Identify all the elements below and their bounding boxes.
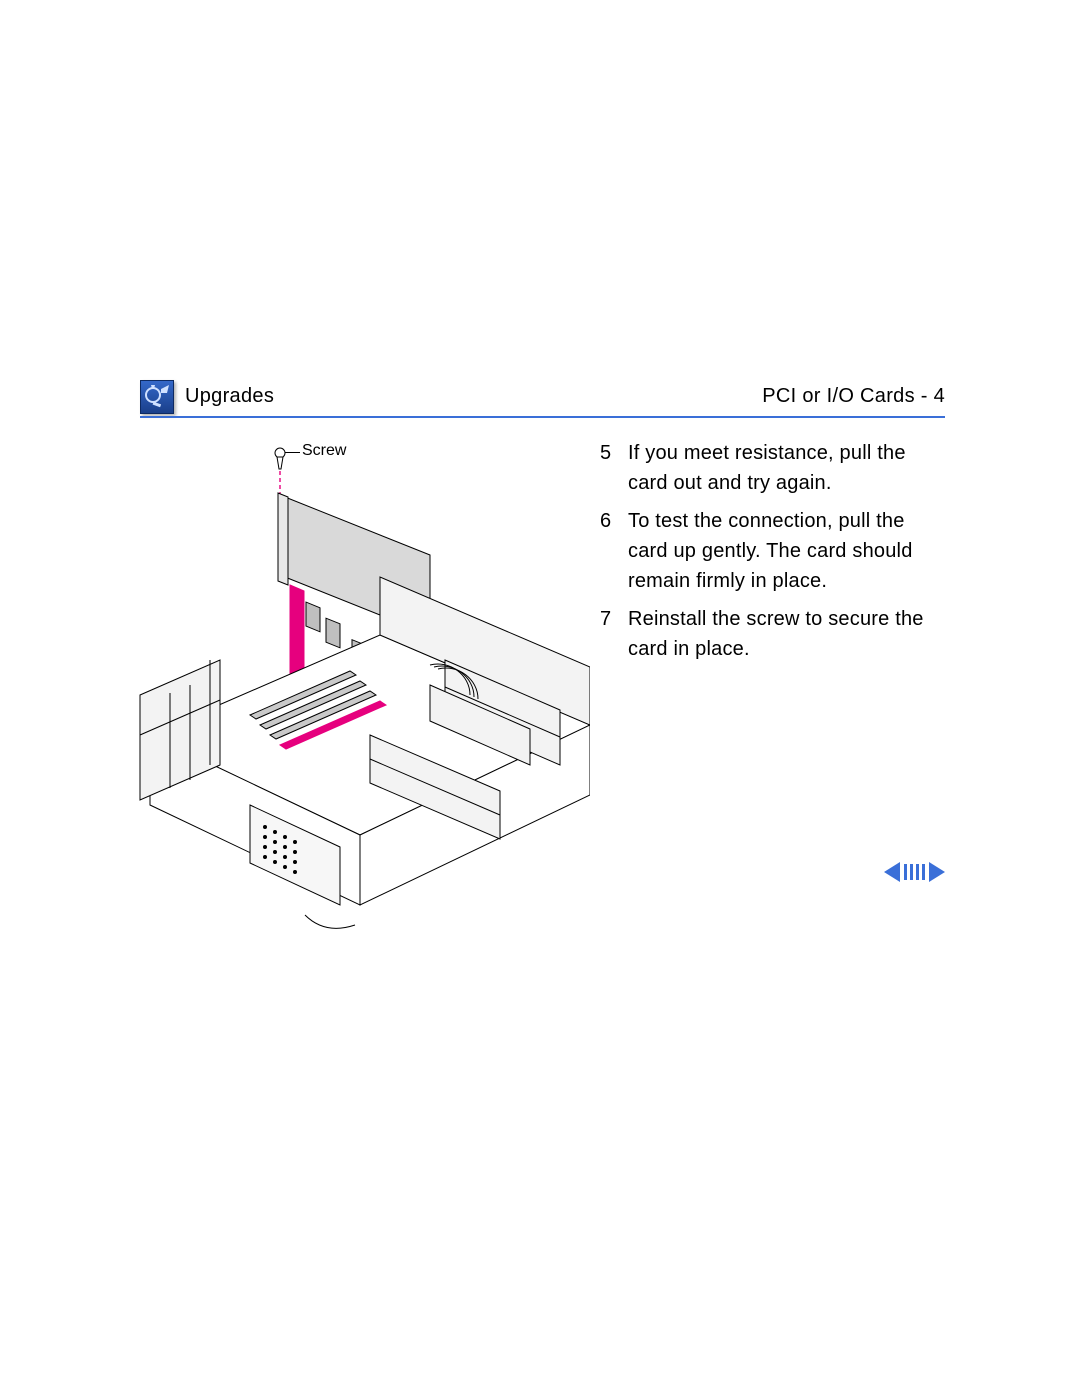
step-number: 7 xyxy=(600,604,628,634)
step-text: To test the connection, pull the card up… xyxy=(628,506,945,596)
section-title: Upgrades xyxy=(185,385,274,408)
callout-label-screw: Screw xyxy=(302,442,346,460)
next-page-icon[interactable] xyxy=(929,862,945,882)
step-text: If you meet resistance, pull the card ou… xyxy=(628,438,945,498)
instruction-list: 5 If you meet resistance, pull the card … xyxy=(600,438,945,672)
header-rule xyxy=(140,416,945,418)
section-icon xyxy=(140,380,174,414)
step-item: 7 Reinstall the screw to secure the card… xyxy=(600,604,945,664)
step-number: 5 xyxy=(600,438,628,468)
install-diagram xyxy=(130,435,590,955)
step-item: 6 To test the connection, pull the card … xyxy=(600,506,945,596)
page-index-icon[interactable] xyxy=(902,864,927,880)
step-item: 5 If you meet resistance, pull the card … xyxy=(600,438,945,498)
manual-page: Upgrades PCI or I/O Cards - 4 xyxy=(0,0,1080,1397)
page-topic: PCI or I/O Cards - 4 xyxy=(762,385,945,408)
page-nav xyxy=(884,862,945,882)
prev-page-icon[interactable] xyxy=(884,862,900,882)
step-text: Reinstall the screw to secure the card i… xyxy=(628,604,945,664)
step-number: 6 xyxy=(600,506,628,536)
callout-leader-line xyxy=(285,452,300,453)
